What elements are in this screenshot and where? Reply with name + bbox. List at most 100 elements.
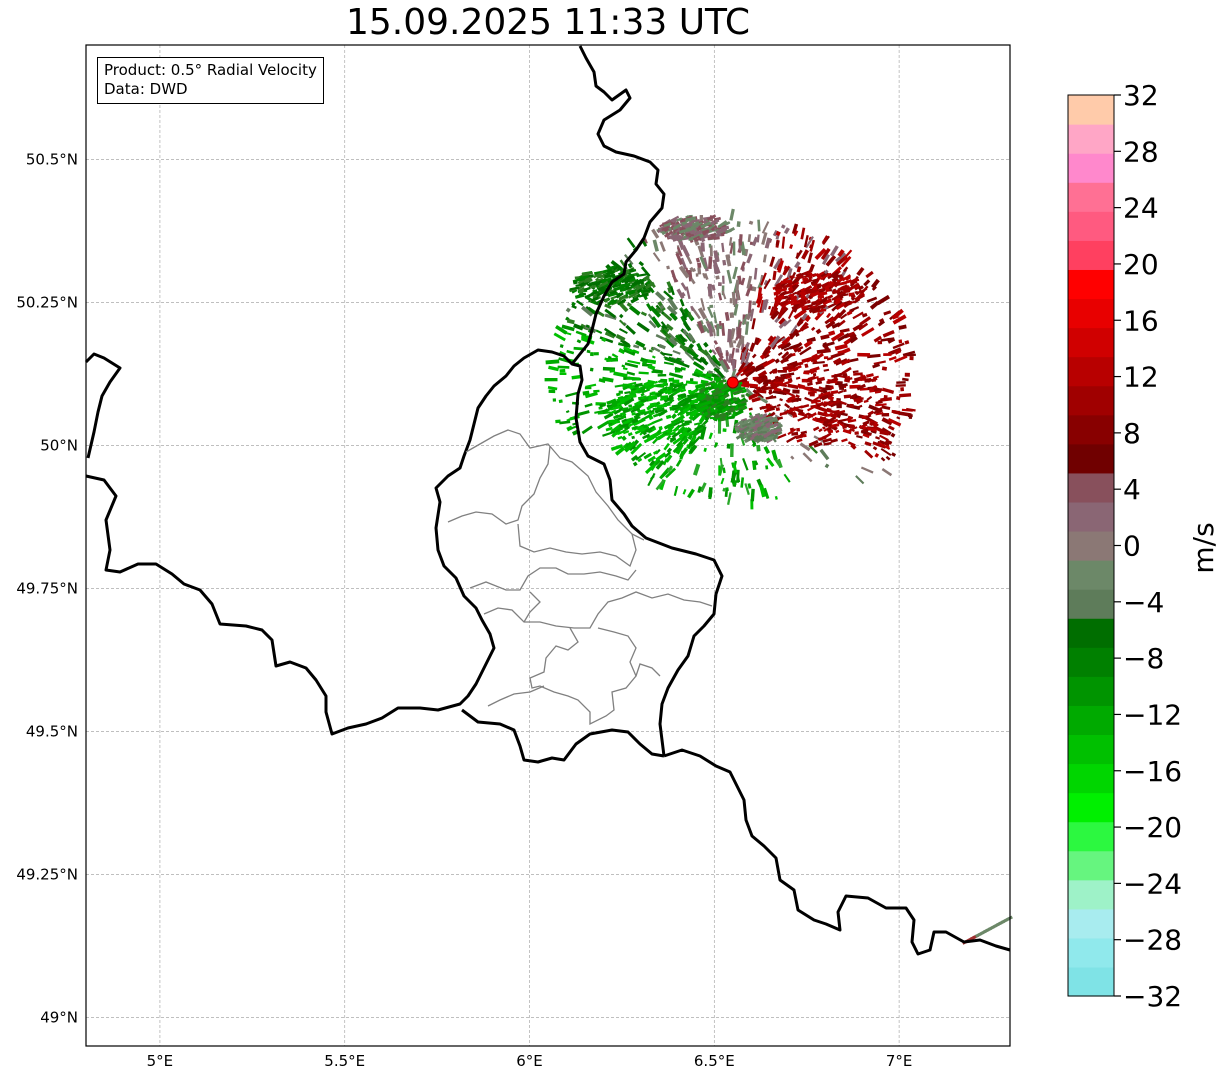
radar-echo [789,342,802,350]
radar-echo [752,417,759,423]
colorbar-tick-label: −8 [1123,642,1164,675]
radar-echo [631,278,643,287]
colorbar-swatch [1068,414,1114,445]
radar-echo [675,217,683,222]
radar-echo [830,331,845,342]
radar-echo [857,352,871,357]
radar-echo [751,397,761,403]
radar-echo [762,431,772,439]
radar-echo [678,265,690,279]
radar-echo [652,450,659,455]
radar-echo [630,296,640,304]
radar-echo [835,358,848,366]
radar-echo [643,381,649,386]
radar-echo [670,419,681,424]
radar-echo [769,335,781,349]
radar-echo [735,386,746,391]
radar-echo [615,392,621,397]
radar-echo [638,260,645,267]
radar-echo [834,252,847,263]
radar-echo [772,390,787,396]
radar-echo [832,399,840,405]
radar-echo [855,398,863,405]
radar-echo [693,371,708,379]
radar-echo [682,407,688,414]
radar-echo [700,392,710,397]
radar-echo [814,287,825,293]
radar-echo [850,443,857,450]
radar-echo [647,472,656,487]
radar-echo [883,310,892,316]
radar-echo [871,385,878,390]
colorbar-unit-label: m/s [1187,522,1220,573]
radar-echo [875,400,883,405]
radar-echo [788,287,794,292]
radar-echo [665,467,677,479]
radar-echo [800,430,808,435]
radar-echo [679,344,689,351]
radar-echo [888,355,897,361]
radar-echo [763,298,769,311]
district-line-2 [447,445,551,525]
radar-echo [682,488,687,495]
radar-echo [804,363,809,369]
radar-echo [891,313,899,320]
radar-echo [590,285,597,289]
radar-echo [805,291,811,295]
radar-echo [767,394,774,400]
radar-echo [638,388,646,394]
radar-echo [702,272,706,279]
radar-echo [622,367,628,371]
radar-echo [680,257,688,270]
radar-echo [667,297,679,311]
velocity-colorbar [1067,94,1115,997]
radar-echo [618,327,628,334]
radar-echo [830,414,836,418]
radar-echo [756,444,761,452]
radar-echo [613,409,620,414]
radar-echo [861,415,868,420]
radar-echo [800,404,810,409]
radar-echo [762,254,767,263]
radar-echo [776,458,783,469]
radar-echo [820,247,831,261]
radar-echo [836,290,844,296]
radar-echo [717,405,729,411]
radar-echo [672,349,681,355]
radar-echo [748,421,761,428]
radar-echo [685,430,693,438]
radar-echo [872,363,881,369]
radar-echo [605,426,613,432]
colorbar-swatch [1068,763,1114,794]
radar-echo [646,277,656,289]
radar-echo [622,408,631,414]
radar-echo [879,434,889,442]
radar-echo [759,413,764,418]
radar-echo [676,288,685,300]
radar-echo [805,315,811,323]
radar-echo [607,298,619,306]
radar-echo [850,294,856,299]
radar-echo [555,324,568,335]
radar-echo [685,254,693,265]
radar-echo [700,237,706,243]
radar-echo [840,255,852,268]
colorbar-tick-label: −20 [1123,811,1182,844]
radar-echo [736,221,741,228]
radar-echo [598,280,609,288]
radar-echo [754,438,765,443]
radar-echo [817,304,826,310]
radar-echo [599,402,606,408]
radar-echo [802,452,813,463]
radar-echo [711,349,717,355]
radar-echo [846,310,853,316]
colorbar-ticks: 32 28 24 20 16 12 8 4 0 −4 −8 −12 −16 −20 −24 −28 −32 [1114,79,1182,1013]
radar-echo [832,288,837,293]
radar-echo [827,392,834,398]
district-line-7 [597,627,637,677]
radar-echo [577,410,590,417]
radar-echo [875,408,883,414]
radar-echo [647,364,656,371]
radar-echo [728,397,737,402]
radar-echo [726,415,735,420]
